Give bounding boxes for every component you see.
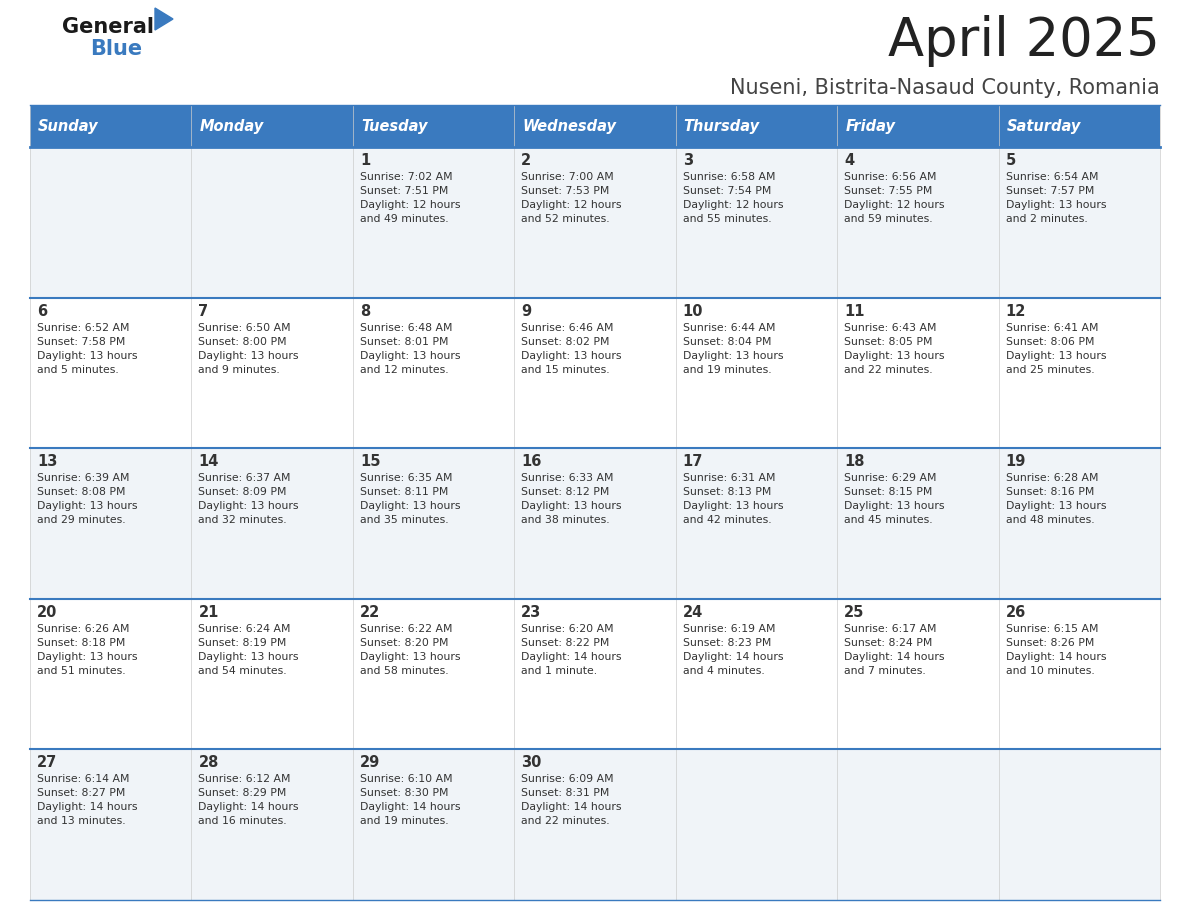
Text: 1: 1: [360, 153, 371, 168]
Text: Sunrise: 7:02 AM
Sunset: 7:51 PM
Daylight: 12 hours
and 49 minutes.: Sunrise: 7:02 AM Sunset: 7:51 PM Dayligh…: [360, 172, 461, 224]
Text: Sunrise: 6:50 AM
Sunset: 8:00 PM
Daylight: 13 hours
and 9 minutes.: Sunrise: 6:50 AM Sunset: 8:00 PM Dayligh…: [198, 322, 299, 375]
Bar: [838, 105, 999, 147]
Text: 3: 3: [683, 153, 693, 168]
Text: Sunrise: 6:48 AM
Sunset: 8:01 PM
Daylight: 13 hours
and 12 minutes.: Sunrise: 6:48 AM Sunset: 8:01 PM Dayligh…: [360, 322, 461, 375]
Bar: [353, 105, 514, 147]
Text: 26: 26: [1005, 605, 1025, 620]
Text: Sunrise: 6:28 AM
Sunset: 8:16 PM
Daylight: 13 hours
and 48 minutes.: Sunrise: 6:28 AM Sunset: 8:16 PM Dayligh…: [1005, 473, 1106, 525]
Text: 22: 22: [360, 605, 380, 620]
Text: Sunrise: 6:09 AM
Sunset: 8:31 PM
Daylight: 14 hours
and 22 minutes.: Sunrise: 6:09 AM Sunset: 8:31 PM Dayligh…: [522, 775, 621, 826]
Text: Sunrise: 6:56 AM
Sunset: 7:55 PM
Daylight: 12 hours
and 59 minutes.: Sunrise: 6:56 AM Sunset: 7:55 PM Dayligh…: [845, 172, 944, 224]
Text: Sunrise: 6:24 AM
Sunset: 8:19 PM
Daylight: 13 hours
and 54 minutes.: Sunrise: 6:24 AM Sunset: 8:19 PM Dayligh…: [198, 624, 299, 676]
Text: 19: 19: [1005, 454, 1026, 469]
Bar: [30, 599, 1159, 749]
Text: April 2025: April 2025: [889, 15, 1159, 67]
Text: Sunrise: 6:15 AM
Sunset: 8:26 PM
Daylight: 14 hours
and 10 minutes.: Sunrise: 6:15 AM Sunset: 8:26 PM Dayligh…: [1005, 624, 1106, 676]
Text: 14: 14: [198, 454, 219, 469]
Bar: [30, 448, 1159, 599]
Text: Sunrise: 6:37 AM
Sunset: 8:09 PM
Daylight: 13 hours
and 32 minutes.: Sunrise: 6:37 AM Sunset: 8:09 PM Dayligh…: [198, 473, 299, 525]
Text: Sunday: Sunday: [38, 118, 99, 133]
Text: 9: 9: [522, 304, 531, 319]
Text: Thursday: Thursday: [684, 118, 760, 133]
Text: Sunrise: 6:14 AM
Sunset: 8:27 PM
Daylight: 14 hours
and 13 minutes.: Sunrise: 6:14 AM Sunset: 8:27 PM Dayligh…: [37, 775, 138, 826]
Text: Sunrise: 6:22 AM
Sunset: 8:20 PM
Daylight: 13 hours
and 58 minutes.: Sunrise: 6:22 AM Sunset: 8:20 PM Dayligh…: [360, 624, 461, 676]
Text: 6: 6: [37, 304, 48, 319]
Bar: [30, 749, 1159, 900]
Text: Sunrise: 6:20 AM
Sunset: 8:22 PM
Daylight: 14 hours
and 1 minute.: Sunrise: 6:20 AM Sunset: 8:22 PM Dayligh…: [522, 624, 621, 676]
Bar: [30, 147, 1159, 297]
Text: Sunrise: 6:54 AM
Sunset: 7:57 PM
Daylight: 13 hours
and 2 minutes.: Sunrise: 6:54 AM Sunset: 7:57 PM Dayligh…: [1005, 172, 1106, 224]
Text: Wednesday: Wednesday: [523, 118, 617, 133]
Text: Blue: Blue: [90, 39, 143, 59]
Text: 24: 24: [683, 605, 703, 620]
Text: General: General: [62, 17, 154, 37]
Text: Sunrise: 6:39 AM
Sunset: 8:08 PM
Daylight: 13 hours
and 29 minutes.: Sunrise: 6:39 AM Sunset: 8:08 PM Dayligh…: [37, 473, 138, 525]
Text: 5: 5: [1005, 153, 1016, 168]
Text: 11: 11: [845, 304, 865, 319]
Text: Monday: Monday: [200, 118, 264, 133]
Text: 28: 28: [198, 756, 219, 770]
Text: Sunrise: 6:58 AM
Sunset: 7:54 PM
Daylight: 12 hours
and 55 minutes.: Sunrise: 6:58 AM Sunset: 7:54 PM Dayligh…: [683, 172, 783, 224]
Polygon shape: [154, 8, 173, 30]
Text: Friday: Friday: [845, 118, 896, 133]
Text: Sunrise: 6:29 AM
Sunset: 8:15 PM
Daylight: 13 hours
and 45 minutes.: Sunrise: 6:29 AM Sunset: 8:15 PM Dayligh…: [845, 473, 944, 525]
Text: Sunrise: 6:52 AM
Sunset: 7:58 PM
Daylight: 13 hours
and 5 minutes.: Sunrise: 6:52 AM Sunset: 7:58 PM Dayligh…: [37, 322, 138, 375]
Text: 7: 7: [198, 304, 209, 319]
Text: Sunrise: 7:00 AM
Sunset: 7:53 PM
Daylight: 12 hours
and 52 minutes.: Sunrise: 7:00 AM Sunset: 7:53 PM Dayligh…: [522, 172, 621, 224]
Text: Sunrise: 6:46 AM
Sunset: 8:02 PM
Daylight: 13 hours
and 15 minutes.: Sunrise: 6:46 AM Sunset: 8:02 PM Dayligh…: [522, 322, 621, 375]
Text: 27: 27: [37, 756, 57, 770]
Bar: [191, 105, 353, 147]
Text: 16: 16: [522, 454, 542, 469]
Text: 12: 12: [1005, 304, 1026, 319]
Text: 23: 23: [522, 605, 542, 620]
Text: 17: 17: [683, 454, 703, 469]
Text: Nuseni, Bistrita-Nasaud County, Romania: Nuseni, Bistrita-Nasaud County, Romania: [731, 78, 1159, 98]
Text: 10: 10: [683, 304, 703, 319]
Text: 2: 2: [522, 153, 531, 168]
Text: Sunrise: 6:10 AM
Sunset: 8:30 PM
Daylight: 14 hours
and 19 minutes.: Sunrise: 6:10 AM Sunset: 8:30 PM Dayligh…: [360, 775, 461, 826]
Text: 13: 13: [37, 454, 57, 469]
Text: Sunrise: 6:31 AM
Sunset: 8:13 PM
Daylight: 13 hours
and 42 minutes.: Sunrise: 6:31 AM Sunset: 8:13 PM Dayligh…: [683, 473, 783, 525]
Bar: [676, 105, 838, 147]
Text: 4: 4: [845, 153, 854, 168]
Bar: [30, 297, 1159, 448]
Text: 20: 20: [37, 605, 57, 620]
Text: Sunrise: 6:43 AM
Sunset: 8:05 PM
Daylight: 13 hours
and 22 minutes.: Sunrise: 6:43 AM Sunset: 8:05 PM Dayligh…: [845, 322, 944, 375]
Text: 21: 21: [198, 605, 219, 620]
Text: Sunrise: 6:19 AM
Sunset: 8:23 PM
Daylight: 14 hours
and 4 minutes.: Sunrise: 6:19 AM Sunset: 8:23 PM Dayligh…: [683, 624, 783, 676]
Text: 25: 25: [845, 605, 865, 620]
Bar: [999, 105, 1159, 147]
Bar: [30, 105, 191, 147]
Text: Sunrise: 6:12 AM
Sunset: 8:29 PM
Daylight: 14 hours
and 16 minutes.: Sunrise: 6:12 AM Sunset: 8:29 PM Dayligh…: [198, 775, 299, 826]
Text: Sunrise: 6:17 AM
Sunset: 8:24 PM
Daylight: 14 hours
and 7 minutes.: Sunrise: 6:17 AM Sunset: 8:24 PM Dayligh…: [845, 624, 944, 676]
Text: 18: 18: [845, 454, 865, 469]
Text: Saturday: Saturday: [1006, 118, 1081, 133]
Text: Sunrise: 6:26 AM
Sunset: 8:18 PM
Daylight: 13 hours
and 51 minutes.: Sunrise: 6:26 AM Sunset: 8:18 PM Dayligh…: [37, 624, 138, 676]
Text: 15: 15: [360, 454, 380, 469]
Text: 29: 29: [360, 756, 380, 770]
Text: Sunrise: 6:44 AM
Sunset: 8:04 PM
Daylight: 13 hours
and 19 minutes.: Sunrise: 6:44 AM Sunset: 8:04 PM Dayligh…: [683, 322, 783, 375]
Text: Tuesday: Tuesday: [361, 118, 428, 133]
Text: Sunrise: 6:41 AM
Sunset: 8:06 PM
Daylight: 13 hours
and 25 minutes.: Sunrise: 6:41 AM Sunset: 8:06 PM Dayligh…: [1005, 322, 1106, 375]
Text: Sunrise: 6:35 AM
Sunset: 8:11 PM
Daylight: 13 hours
and 35 minutes.: Sunrise: 6:35 AM Sunset: 8:11 PM Dayligh…: [360, 473, 461, 525]
Text: 30: 30: [522, 756, 542, 770]
Text: 8: 8: [360, 304, 371, 319]
Text: Sunrise: 6:33 AM
Sunset: 8:12 PM
Daylight: 13 hours
and 38 minutes.: Sunrise: 6:33 AM Sunset: 8:12 PM Dayligh…: [522, 473, 621, 525]
Bar: [514, 105, 676, 147]
